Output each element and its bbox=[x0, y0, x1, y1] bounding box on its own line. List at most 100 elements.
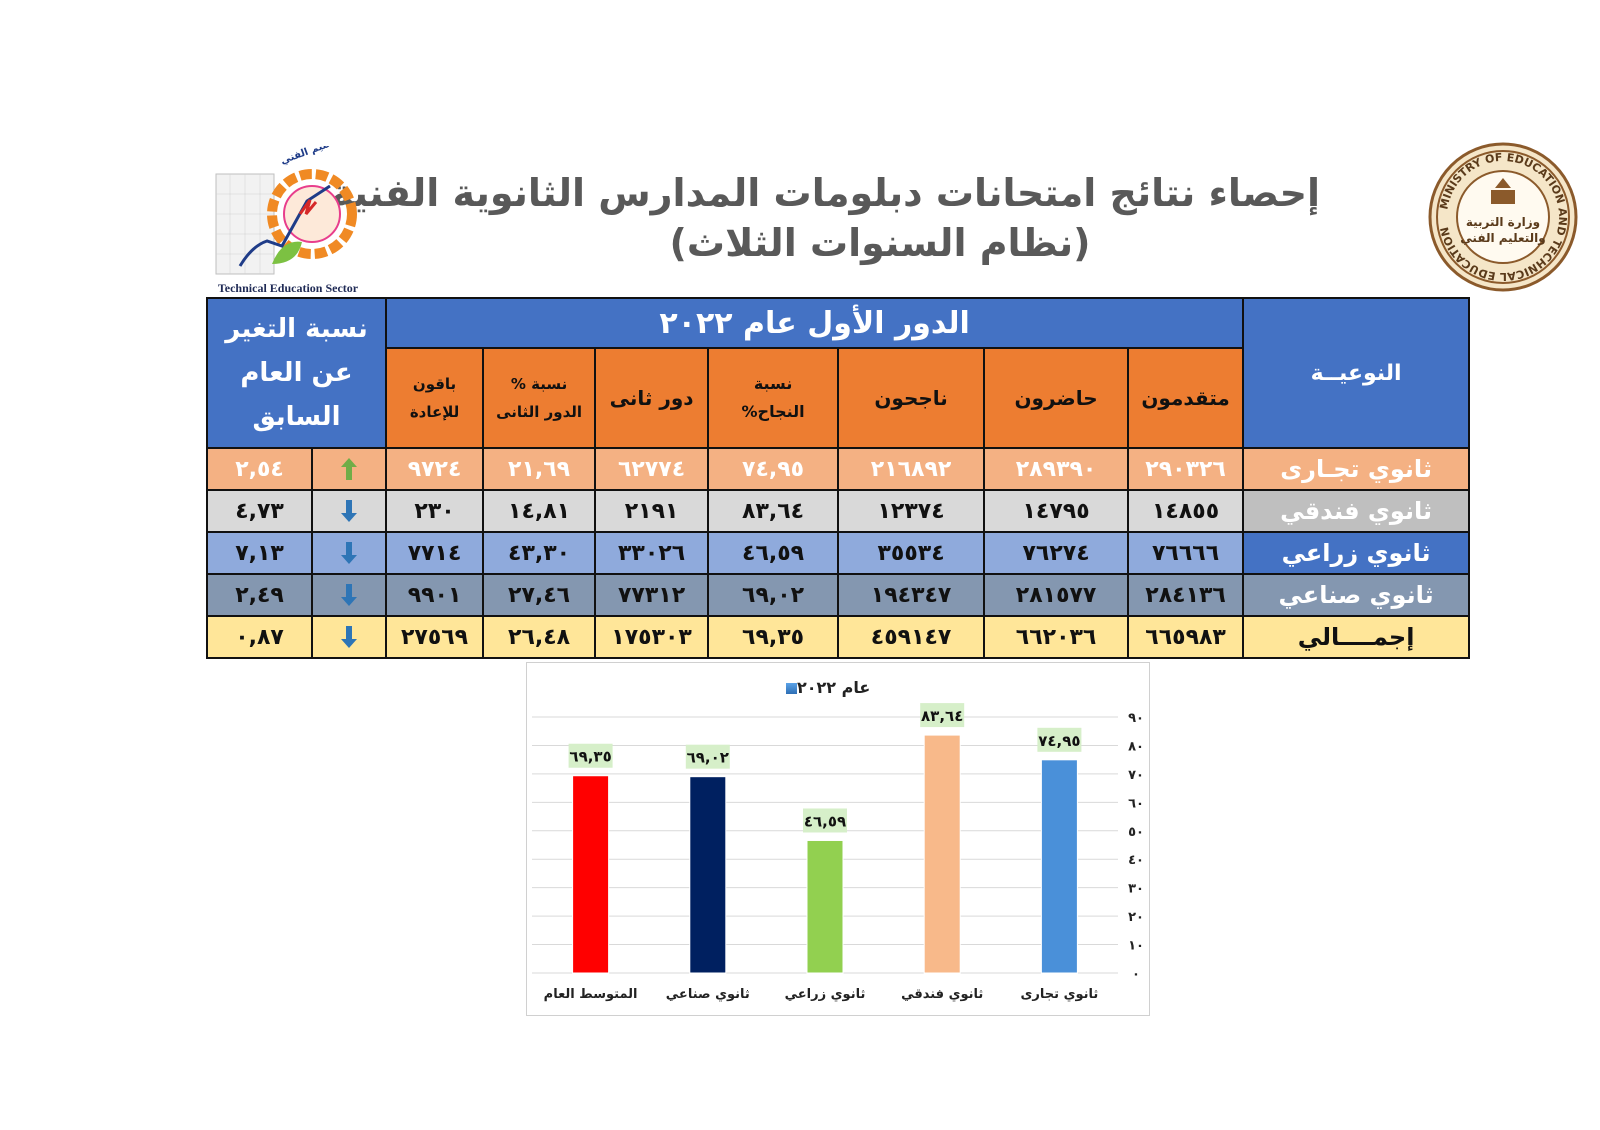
cell-repeat: ٧٧١٤ bbox=[385, 531, 485, 575]
table-row: ثانوي صناعي ٢٨٤١٣٦ ٢٨١٥٧٧ ١٩٤٣٤٧ ٦٩,٠٢ ٧… bbox=[205, 573, 1471, 617]
cell-change: ٧,١٣ bbox=[205, 531, 314, 575]
cell-direction bbox=[311, 573, 388, 617]
data-label: ٤٦,٥٩ bbox=[804, 812, 846, 830]
y-tick-label: ١٠ bbox=[1128, 939, 1144, 954]
svg-text:وزارة التربية: وزارة التربية bbox=[1466, 215, 1540, 230]
legend-swatch bbox=[786, 683, 797, 694]
chart-bar bbox=[806, 839, 844, 974]
arrow-down-icon bbox=[341, 584, 358, 606]
cell-attendees: ١٤٧٩٥ bbox=[983, 489, 1130, 533]
arrow-down-icon bbox=[341, 626, 358, 648]
cell-repeat: ٩٧٢٤ bbox=[385, 447, 485, 491]
cell-second-rate: ٢١,٦٩ bbox=[482, 447, 597, 491]
cell-applicants: ٧٦٦٦٦ bbox=[1127, 531, 1245, 575]
cell-passed: ٢١٦٨٩٢ bbox=[837, 447, 986, 491]
y-tick-label: ٣٠ bbox=[1128, 882, 1144, 897]
y-tick-label: ٤٠ bbox=[1128, 853, 1144, 868]
row-label: ثانوي تجـارى bbox=[1242, 447, 1471, 491]
data-label-box bbox=[685, 744, 730, 769]
col-repeat-line1: باقون bbox=[412, 375, 457, 393]
col-second-rate-line1: نسبة % bbox=[510, 375, 568, 393]
legend-label: عام ٢٠٢٢ bbox=[797, 678, 871, 697]
cell-attendees: ٦٦٢٠٣٦ bbox=[983, 615, 1130, 659]
cell-pass-rate: ٤٦,٥٩ bbox=[707, 531, 840, 575]
row-label: ثانوي زراعي bbox=[1242, 531, 1471, 575]
row-label: ثانوي صناعي bbox=[1242, 573, 1471, 617]
y-tick-label: ٧٠ bbox=[1128, 768, 1144, 783]
round-header: الدور الأول عام ٢٠٢٢ bbox=[385, 297, 1245, 349]
cell-change: ٤,٧٣ bbox=[205, 489, 314, 533]
cell-applicants: ٢٨٤١٣٦ bbox=[1127, 573, 1245, 617]
cell-second-rate: ٢٧,٤٦ bbox=[482, 573, 597, 617]
table-row: ثانوي تجـارى ٢٩٠٣٢٦ ٢٨٩٣٩٠ ٢١٦٨٩٢ ٧٤,٩٥ … bbox=[205, 447, 1471, 491]
cell-second-round: ٧٧٣١٢ bbox=[594, 573, 710, 617]
cell-passed: ٣٥٥٣٤ bbox=[837, 531, 986, 575]
x-tick-label: ثانوي صناعي bbox=[666, 987, 750, 1002]
data-label: ٦٩,٣٥ bbox=[569, 748, 611, 766]
cell-pass-rate: ٦٩,٠٢ bbox=[707, 573, 840, 617]
y-tick-label: ٠ bbox=[1132, 967, 1140, 982]
x-tick-label: ثانوي فندقي bbox=[901, 987, 983, 1002]
y-tick-label: ٨٠ bbox=[1128, 739, 1144, 754]
cell-pass-rate: ٦٩,٣٥ bbox=[707, 615, 840, 659]
cell-pass-rate: ٧٤,٩٥ bbox=[707, 447, 840, 491]
data-label-box bbox=[1037, 727, 1082, 752]
col-repeat-line2: للإعادة bbox=[409, 403, 460, 421]
data-label-box bbox=[568, 743, 613, 768]
chart-legend: عام ٢٠٢٢ bbox=[780, 678, 870, 697]
type-header: النوعيــة bbox=[1242, 297, 1471, 449]
cell-applicants: ١٤٨٥٥ bbox=[1127, 489, 1245, 533]
cell-change: ٢,٥٤ bbox=[205, 447, 314, 491]
col-repeat: باقون للإعادة bbox=[385, 347, 485, 449]
col-pass-rate-line1: نسبة bbox=[753, 374, 793, 393]
page-title-block: إحصاء نتائج امتحانات دبلومات المدارس الث… bbox=[330, 168, 1320, 268]
cell-direction bbox=[311, 447, 388, 491]
chart-bar bbox=[689, 776, 727, 974]
cell-direction bbox=[311, 531, 388, 575]
data-label: ٦٩,٠٢ bbox=[687, 749, 729, 767]
arrow-down-icon bbox=[341, 542, 358, 564]
y-tick-label: ٥٠ bbox=[1128, 825, 1144, 840]
chart-bar bbox=[572, 775, 610, 974]
change-header: نسبة التغير عن العام السابق bbox=[205, 297, 388, 449]
cell-second-rate: ٢٦,٤٨ bbox=[482, 615, 597, 659]
data-label: ٨٣,٦٤ bbox=[921, 707, 963, 725]
col-attendees: حاضرون bbox=[983, 347, 1130, 449]
arrow-up-icon bbox=[341, 458, 358, 480]
row-label: ثانوي فندقي bbox=[1242, 489, 1471, 533]
page-title: إحصاء نتائج امتحانات دبلومات المدارس الث… bbox=[330, 171, 1320, 215]
cell-applicants: ٢٩٠٣٢٦ bbox=[1127, 447, 1245, 491]
cell-attendees: ٧٦٢٧٤ bbox=[983, 531, 1130, 575]
arrow-down-icon bbox=[341, 500, 358, 522]
cell-second-rate: ١٤,٨١ bbox=[482, 489, 597, 533]
cell-second-rate: ٤٣,٣٠ bbox=[482, 531, 597, 575]
cell-passed: ٤٥٩١٤٧ bbox=[837, 615, 986, 659]
cell-pass-rate: ٨٣,٦٤ bbox=[707, 489, 840, 533]
x-tick-label: ثانوي تجارى bbox=[1021, 987, 1099, 1002]
cell-direction bbox=[311, 489, 388, 533]
results-table: النوعيــة الدور الأول عام ٢٠٢٢ نسبة التغ… bbox=[205, 297, 1471, 659]
table-row: ثانوي فندقي ١٤٨٥٥ ١٤٧٩٥ ١٢٣٧٤ ٨٣,٦٤ ٢١٩١… bbox=[205, 489, 1471, 533]
table-row: ثانوي زراعي ٧٦٦٦٦ ٧٦٢٧٤ ٣٥٥٣٤ ٤٦,٥٩ ٣٣٠٢… bbox=[205, 531, 1471, 575]
cell-repeat: ٢٣٠ bbox=[385, 489, 485, 533]
cell-attendees: ٢٨١٥٧٧ bbox=[983, 573, 1130, 617]
data-label-box bbox=[920, 703, 965, 728]
cell-attendees: ٢٨٩٣٩٠ bbox=[983, 447, 1130, 491]
ministry-seal-logo: MINISTRY OF EDUCATION AND TECHNICAL EDUC… bbox=[1428, 142, 1578, 292]
table-row: إجمــــالي ٦٦٥٩٨٣ ٦٦٢٠٣٦ ٤٥٩١٤٧ ٦٩,٣٥ ١٧… bbox=[205, 615, 1471, 659]
page-subtitle: (نظام السنوات الثلاث) bbox=[669, 221, 1091, 265]
cell-change: ٠,٨٧ bbox=[205, 615, 314, 659]
cell-repeat: ٢٧٥٦٩ bbox=[385, 615, 485, 659]
col-second-round: دور ثانى bbox=[594, 347, 710, 449]
x-tick-label: المتوسط العام bbox=[544, 987, 638, 1002]
cell-passed: ١٢٣٧٤ bbox=[837, 489, 986, 533]
data-label: ٧٤,٩٥ bbox=[1038, 732, 1080, 750]
col-second-rate-line2: الدور الثانى bbox=[496, 403, 583, 421]
y-tick-label: ٢٠ bbox=[1128, 910, 1144, 925]
col-applicants: متقدمون bbox=[1127, 347, 1245, 449]
chart-bar bbox=[923, 734, 961, 974]
col-pass-rate-line2: النجاح% bbox=[741, 402, 805, 421]
cell-change: ٢,٤٩ bbox=[205, 573, 314, 617]
col-passed: ناجحون bbox=[837, 347, 986, 449]
